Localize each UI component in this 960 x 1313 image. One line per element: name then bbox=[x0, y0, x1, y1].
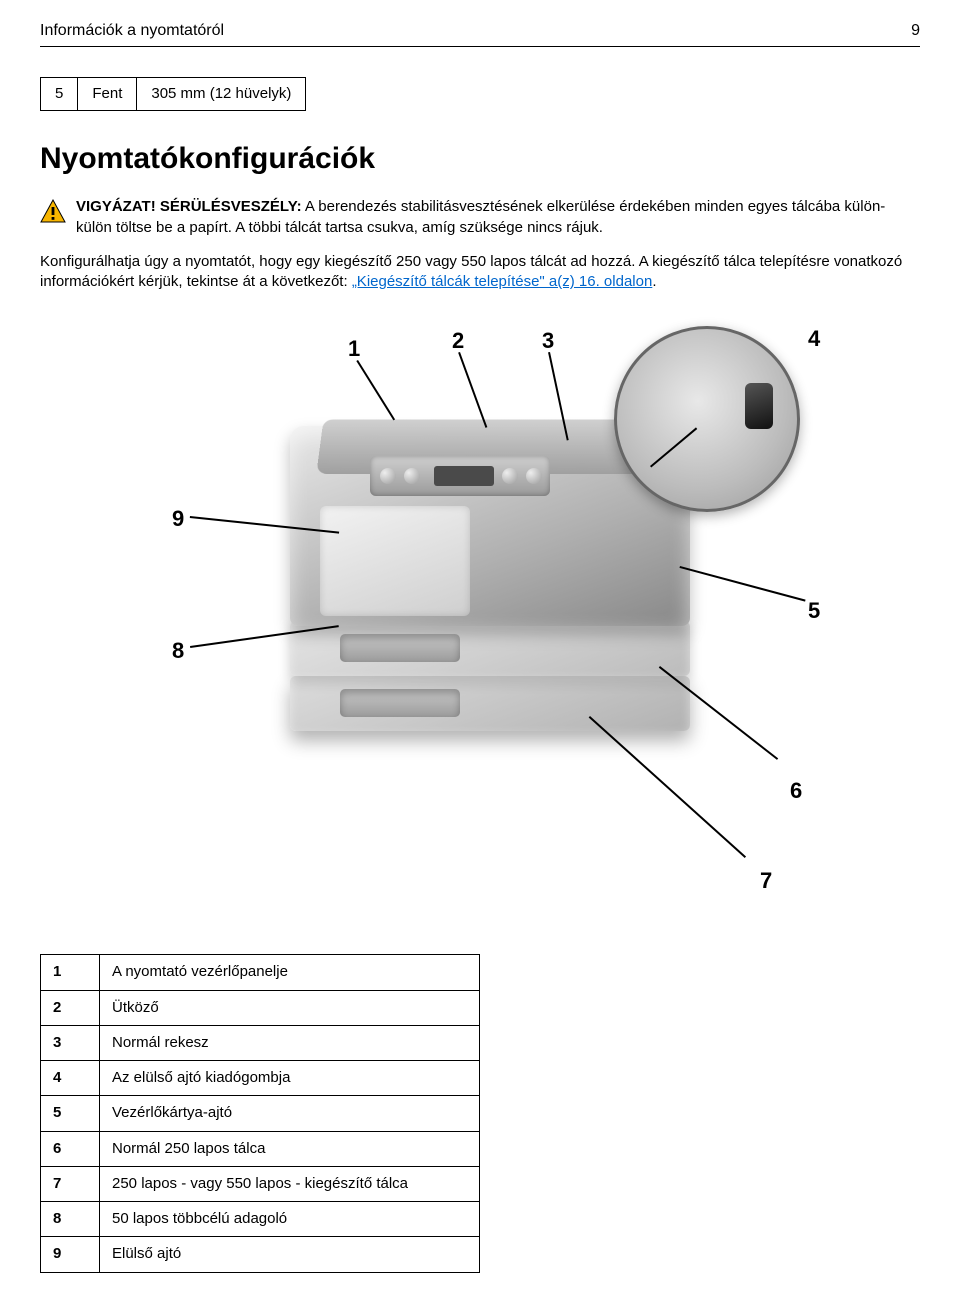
part-label: 250 lapos - vagy 550 lapos - kiegészítő … bbox=[100, 1166, 480, 1201]
warning-icon bbox=[40, 199, 66, 223]
part-num: 4 bbox=[41, 1061, 100, 1096]
page-number: 9 bbox=[911, 20, 920, 42]
clearance-num: 5 bbox=[41, 77, 78, 110]
part-num: 5 bbox=[41, 1096, 100, 1131]
printer-diagram: 1 2 3 4 5 6 7 8 9 bbox=[120, 306, 840, 926]
para-post: . bbox=[652, 273, 656, 290]
config-paragraph: Konfigurálhatja úgy a nyomtatót, hogy eg… bbox=[40, 252, 920, 293]
table-row: 1A nyomtató vezérlőpanelje bbox=[41, 955, 480, 990]
part-label: Az elülső ajtó kiadógombja bbox=[100, 1061, 480, 1096]
table-row: 5Vezérlőkártya-ajtó bbox=[41, 1096, 480, 1131]
running-title: Információk a nyomtatóról bbox=[40, 20, 224, 42]
detail-inset bbox=[614, 326, 800, 512]
part-label: Ütköző bbox=[100, 990, 480, 1025]
caution-text: VIGYÁZAT! SÉRÜLÉSVESZÉLY: A berendezés s… bbox=[76, 197, 920, 238]
section-heading: Nyomtatókonfigurációk bbox=[40, 139, 920, 180]
part-label: Vezérlőkártya-ajtó bbox=[100, 1096, 480, 1131]
callout-4: 4 bbox=[808, 324, 820, 354]
caution-block: VIGYÁZAT! SÉRÜLÉSVESZÉLY: A berendezés s… bbox=[40, 197, 920, 238]
part-label: 50 lapos többcélú adagoló bbox=[100, 1202, 480, 1237]
table-row: 6Normál 250 lapos tálca bbox=[41, 1131, 480, 1166]
clearance-row-table: 5 Fent 305 mm (12 hüvelyk) bbox=[40, 77, 306, 111]
part-num: 3 bbox=[41, 1025, 100, 1060]
table-row: 3Normál rekesz bbox=[41, 1025, 480, 1060]
table-row: 2Ütköző bbox=[41, 990, 480, 1025]
callout-1: 1 bbox=[348, 334, 360, 364]
running-header: Információk a nyomtatóról 9 bbox=[40, 20, 920, 47]
part-label: Normál 250 lapos tálca bbox=[100, 1131, 480, 1166]
callout-7: 7 bbox=[760, 866, 772, 896]
part-label: A nyomtató vezérlőpanelje bbox=[100, 955, 480, 990]
callout-5: 5 bbox=[808, 596, 820, 626]
table-row: 7250 lapos - vagy 550 lapos - kiegészítő… bbox=[41, 1166, 480, 1201]
table-row: 850 lapos többcélú adagoló bbox=[41, 1202, 480, 1237]
cross-ref-link[interactable]: „Kiegészítő tálcák telepítése" a(z) 16. … bbox=[352, 273, 653, 290]
part-num: 6 bbox=[41, 1131, 100, 1166]
clearance-value: 305 mm (12 hüvelyk) bbox=[137, 77, 306, 110]
callout-9: 9 bbox=[172, 504, 184, 534]
table-row: 4Az elülső ajtó kiadógombja bbox=[41, 1061, 480, 1096]
part-num: 1 bbox=[41, 955, 100, 990]
callout-8: 8 bbox=[172, 636, 184, 666]
part-num: 2 bbox=[41, 990, 100, 1025]
table-row: 9Elülső ajtó bbox=[41, 1237, 480, 1272]
part-label: Normál rekesz bbox=[100, 1025, 480, 1060]
parts-legend-table: 1A nyomtató vezérlőpanelje 2Ütköző 3Norm… bbox=[40, 954, 480, 1272]
callout-6: 6 bbox=[790, 776, 802, 806]
part-num: 9 bbox=[41, 1237, 100, 1272]
table-row: 5 Fent 305 mm (12 hüvelyk) bbox=[41, 77, 306, 110]
caution-label: VIGYÁZAT! SÉRÜLÉSVESZÉLY: bbox=[76, 198, 302, 215]
clearance-label: Fent bbox=[78, 77, 137, 110]
part-label: Elülső ajtó bbox=[100, 1237, 480, 1272]
part-num: 7 bbox=[41, 1166, 100, 1201]
part-num: 8 bbox=[41, 1202, 100, 1237]
